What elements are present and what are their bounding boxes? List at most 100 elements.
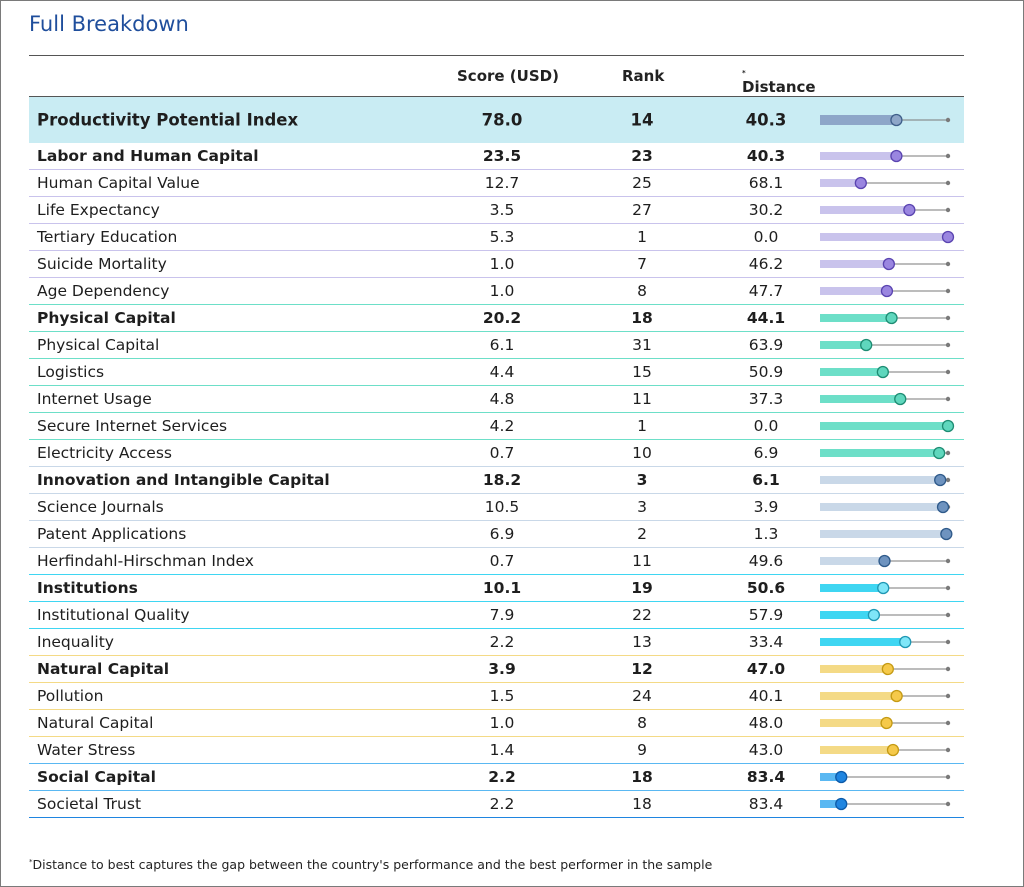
distance-best-marker: [945, 693, 951, 699]
footnote-marker: *: [29, 857, 33, 866]
distance-best-marker: [945, 774, 951, 780]
row-distance: 83.4: [746, 768, 786, 786]
row-label-cell: Physical Capital: [37, 309, 176, 327]
table-row: Water Stress 1.4 9 43.0: [29, 737, 964, 764]
row-rank: 7: [637, 255, 647, 273]
distance-bar: [820, 446, 951, 460]
row-score: 10.1: [482, 579, 522, 597]
table-row: Institutional Quality 7.9 22 57.9: [29, 602, 964, 629]
table-row: Natural Capital 1.0 8 48.0: [29, 710, 964, 737]
row-label: Suicide Mortality: [37, 255, 167, 273]
row-label: Life Expectancy: [37, 201, 160, 219]
distance-best-marker: [945, 666, 951, 672]
row-label-cell: Physical Capital: [37, 336, 159, 354]
row-distance: 47.7: [748, 282, 784, 300]
row-label-cell: Natural Capital: [37, 714, 153, 732]
row-rank: 2: [637, 525, 647, 543]
distance-point: [876, 365, 889, 379]
distance-bar: [820, 338, 951, 352]
row-label: Productivity Potential Index: [37, 110, 299, 130]
row-label: Pollution: [37, 687, 104, 705]
distance-best-marker: [945, 342, 951, 348]
table-row: Tertiary Education 5.3 1 0.0: [29, 224, 964, 251]
distance-point: [835, 770, 848, 784]
row-score: 3.9: [488, 660, 516, 678]
distance-point: [941, 419, 955, 433]
distance-bar-svg: [820, 635, 951, 649]
row-rank: 18: [632, 795, 652, 813]
distance-point: [899, 635, 912, 649]
row-label-cell: Age Dependency: [37, 282, 169, 300]
row-label: Natural Capital: [37, 714, 154, 732]
distance-bar-svg: [820, 257, 951, 271]
row-label: Innovation and Intangible Capital: [37, 471, 330, 489]
distance-fill: [820, 115, 897, 125]
row-rank: 18: [631, 768, 653, 786]
row-rank: 11: [632, 390, 652, 408]
distance-fill: [820, 233, 948, 241]
distance-point: [890, 149, 903, 163]
distance-point: [877, 581, 890, 595]
distance-bar-svg: [820, 284, 951, 298]
distance-fill: [820, 314, 892, 322]
distance-best-marker: [945, 288, 951, 294]
row-distance: 1.3: [753, 525, 779, 543]
row-score: 2.2: [489, 633, 515, 651]
distance-bar: [820, 284, 951, 298]
row-label-cell: Pollution: [37, 687, 103, 705]
row-rank: 11: [632, 552, 652, 570]
row-rank: 8: [637, 714, 647, 732]
distance-point: [881, 662, 894, 676]
table-row: Life Expectancy 3.5 27 30.2: [29, 197, 964, 224]
distance-bar: [820, 662, 951, 676]
row-rank: 3: [636, 471, 648, 489]
table-row: Electricity Access 0.7 10 6.9: [29, 440, 964, 467]
distance-bar-svg: [820, 743, 951, 757]
distance-point: [878, 554, 891, 568]
row-score: 2.2: [489, 795, 515, 813]
distance-bar-svg: [820, 689, 951, 703]
row-rank: 1: [637, 228, 647, 246]
row-label: Age Dependency: [37, 282, 170, 300]
table-row: Patent Applications 6.9 2 1.3: [29, 521, 964, 548]
distance-point: [867, 608, 881, 622]
row-label: Labor and Human Capital: [37, 147, 259, 165]
row-score: 5.3: [489, 228, 515, 246]
distance-best-marker: [945, 117, 951, 123]
row-label: Natural Capital: [37, 660, 170, 678]
distance-fill: [820, 638, 906, 646]
table-row: Physical Capital 6.1 31 63.9: [29, 332, 964, 359]
table-row: Physical Capital 20.2 18 44.1: [29, 305, 964, 332]
row-label-cell: Innovation and Intangible Capital: [37, 471, 330, 489]
footnote-text: Distance to best captures the gap betwee…: [32, 857, 713, 872]
distance-bar: [820, 311, 951, 325]
distance-fill: [820, 557, 885, 565]
table-body: Productivity Potential Index 78.0 14 40.3 La…: [29, 97, 964, 818]
distance-best-marker: [945, 477, 951, 483]
distance-point: [880, 284, 894, 298]
row-score: 4.2: [489, 417, 515, 435]
distance-fill: [820, 773, 842, 781]
footnote: *Distance to best captures the gap betwe…: [29, 857, 712, 872]
table-row: Science Journals 10.5 3 3.9: [29, 494, 964, 521]
distance-fill: [820, 476, 941, 484]
row-score: 1.4: [489, 741, 515, 759]
distance-fill: [820, 422, 948, 430]
header-rank: Rank: [622, 67, 665, 85]
distance-fill: [820, 449, 940, 457]
distance-bar-svg: [820, 203, 951, 217]
row-label-cell: Human Capital Value: [37, 174, 200, 192]
page-title: Full Breakdown: [29, 12, 189, 36]
row-rank: 19: [631, 579, 653, 597]
distance-fill: [820, 611, 874, 619]
row-label-cell: Electricity Access: [37, 444, 172, 462]
row-distance: 83.4: [748, 795, 784, 813]
table-row: Innovation and Intangible Capital 18.2 3 6.…: [29, 467, 964, 494]
distance-fill: [820, 287, 887, 295]
distance-fill: [820, 719, 887, 727]
row-label-cell: Productivity Potential Index: [37, 111, 298, 130]
distance-best-marker: [945, 315, 951, 321]
distance-bar-svg: [820, 500, 951, 514]
row-rank: 3: [637, 498, 647, 516]
row-label: Social Capital: [37, 768, 156, 786]
